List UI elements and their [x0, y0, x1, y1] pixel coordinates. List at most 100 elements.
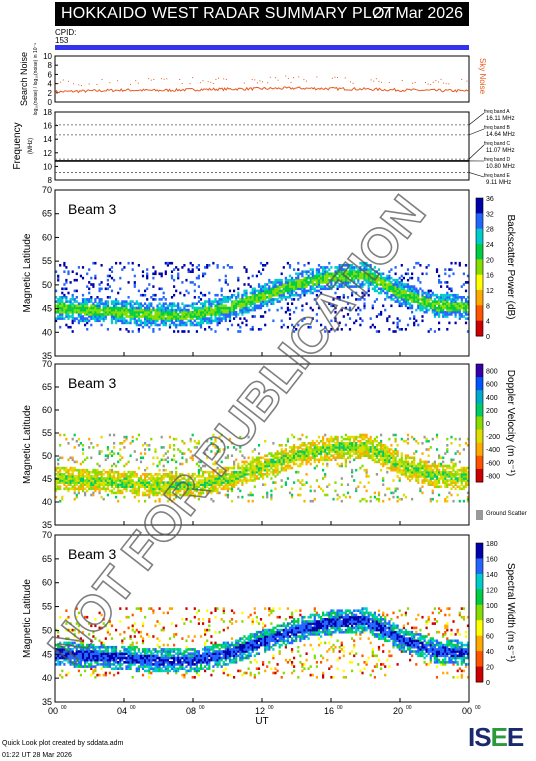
echo-cell: [148, 473, 151, 476]
echo-cell: [317, 278, 321, 282]
echo-cell: [466, 304, 470, 308]
echo-cell: [348, 328, 352, 331]
echo-cell: [154, 321, 157, 325]
echo-cell: [131, 489, 134, 493]
echo-cell: [315, 302, 318, 305]
echo-cell: [228, 477, 232, 480]
echo-cell: [146, 321, 149, 325]
echo-cell: [390, 296, 393, 299]
echo-cell: [170, 306, 174, 310]
echo-cell: [324, 274, 327, 278]
echo-cell: [291, 454, 294, 457]
echo-cell: [57, 479, 60, 482]
echo-cell: [251, 493, 254, 497]
echo-cell: [158, 315, 161, 318]
echo-cell: [444, 281, 447, 284]
echo-cell: [322, 268, 325, 271]
echo-cell: [202, 491, 205, 495]
echo-cell: [435, 306, 439, 310]
echo-cell: [220, 293, 223, 297]
echo-cell: [404, 456, 407, 460]
echo-cell: [291, 495, 294, 499]
echo-cell: [84, 481, 87, 484]
echo-cell: [361, 497, 364, 501]
echo-cell: [158, 313, 161, 316]
echo-cell: [191, 323, 194, 327]
echo-cell: [324, 287, 327, 291]
echo-cell: [96, 477, 99, 480]
echo-cell: [402, 291, 405, 295]
echo-cell: [67, 661, 70, 664]
echo-cell: [413, 473, 416, 476]
echo-cell: [359, 499, 362, 503]
echo-cell: [241, 454, 244, 457]
echo-cell: [305, 289, 308, 293]
echo-cell: [400, 283, 403, 286]
echo-cell: [206, 485, 209, 488]
echo-cell: [216, 323, 219, 327]
echo-cell: [173, 487, 176, 491]
echo-cell: [193, 319, 196, 323]
echo-cell: [359, 266, 362, 269]
echo-cell: [210, 319, 213, 323]
echo-cell: [243, 289, 246, 293]
echo-cell: [226, 466, 229, 470]
echo-cell: [406, 475, 410, 478]
echo-cell: [220, 468, 223, 472]
echo-cell: [65, 466, 68, 470]
echo-cell: [462, 470, 465, 474]
echo-cell: [297, 323, 300, 327]
echo-cell: [214, 315, 217, 318]
echo-cell: [181, 439, 184, 443]
echo-cell: [84, 313, 87, 316]
echo-cell: [181, 456, 184, 460]
echo-cell: [417, 477, 420, 480]
echo-cell: [450, 487, 453, 491]
echo-cell: [150, 475, 153, 478]
echo-cell: [245, 464, 248, 468]
echo-cell: [406, 289, 410, 293]
echo-cell: [251, 308, 254, 312]
echo-cell: [433, 462, 436, 466]
echo-cell: [359, 450, 362, 453]
echo-cell: [77, 302, 80, 305]
echo-cell: [166, 317, 169, 320]
echo-cell: [259, 304, 263, 308]
echo-cell: [208, 291, 211, 295]
echo-cell: [183, 293, 186, 297]
echo-cell: [185, 313, 188, 316]
echo-cell: [156, 315, 159, 318]
echo-cell: [218, 298, 221, 301]
echo-cell: [110, 289, 114, 293]
echo-cell: [193, 487, 196, 491]
echo-cell: [100, 495, 103, 499]
echo-cell: [129, 321, 132, 325]
echo-cell: [67, 652, 70, 655]
echo-cell: [375, 435, 378, 439]
echo-cell: [400, 470, 403, 474]
echo-cell: [404, 462, 407, 466]
lat-tick-label: 70: [42, 359, 52, 369]
echo-cell: [137, 323, 140, 327]
echo-cell: [315, 313, 318, 316]
lat-tick-label: 50: [42, 280, 52, 290]
echo-cell: [77, 313, 80, 316]
colorbar-segment: [476, 455, 483, 470]
colorbar-tick-label: 400: [486, 395, 498, 402]
echo-cell: [90, 485, 93, 488]
echo-cell: [402, 439, 405, 443]
echo-cell: [338, 274, 341, 278]
echo-cell: [394, 489, 397, 493]
echo-cell: [55, 658, 58, 662]
echo-cell: [249, 473, 252, 476]
echo-cell: [75, 487, 78, 491]
echo-cell: [173, 313, 176, 316]
echo-cell: [357, 444, 360, 447]
echo-cell: [419, 308, 422, 312]
echo-cell: [55, 643, 58, 647]
echo-cell: [63, 641, 66, 645]
echo-cell: [189, 491, 192, 495]
echo-cell: [127, 475, 130, 478]
noise-y-tick-label: 2: [48, 89, 53, 98]
echo-cell: [168, 319, 172, 323]
